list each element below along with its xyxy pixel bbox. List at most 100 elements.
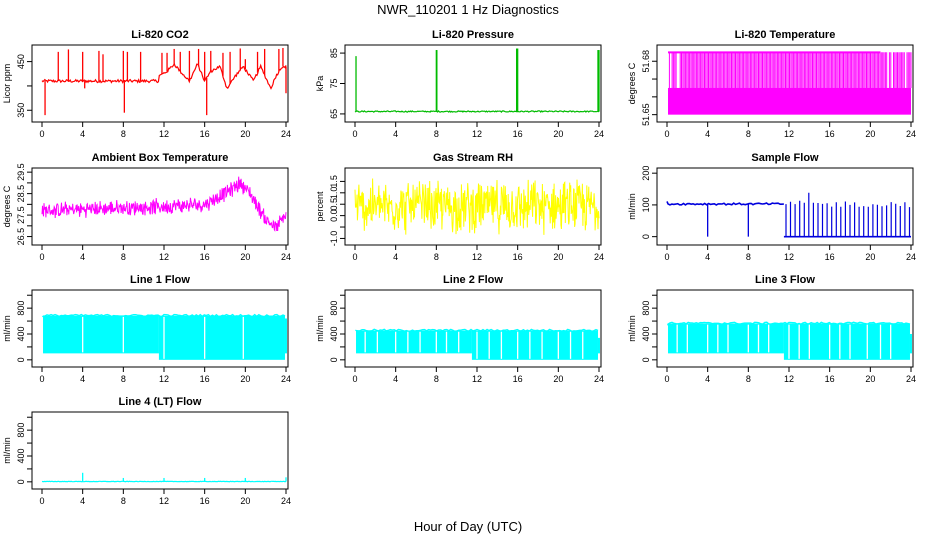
panel-pressure: Li-820 Pressure kPa 0 4 8 12 16 20 24 65 75 85 [315, 29, 604, 139]
data-top-edge [355, 328, 599, 333]
series-line4 [41, 472, 287, 483]
y-tick-label: 26.5 [16, 228, 26, 246]
data-line [354, 109, 600, 114]
y-tick-label: 800 [16, 423, 26, 438]
y-tick-label: 29.5 [16, 163, 26, 181]
plot-frame [31, 411, 289, 490]
plot-frame [656, 289, 914, 368]
x-tick-label: 0 [39, 129, 44, 139]
x-tick-label: 16 [513, 129, 523, 139]
x-axis: 0 4 8 12 16 20 24 [664, 367, 916, 384]
y-tick-label: 51.68 [641, 50, 651, 73]
x-tick-label: 20 [553, 252, 563, 262]
data-line [41, 176, 287, 232]
x-tick-label: 12 [784, 129, 794, 139]
x-axis: 0 4 8 12 16 20 24 [39, 122, 291, 139]
panel-title: Line 3 Flow [755, 274, 815, 286]
x-axis: 0 4 8 12 16 20 24 [352, 367, 604, 384]
y-axis: 0 400 800 [641, 294, 657, 362]
x-tick-label: 20 [240, 374, 250, 384]
x-tick-label: 16 [825, 129, 835, 139]
x-tick-label: 8 [746, 129, 751, 139]
x-tick-label: 24 [906, 129, 916, 139]
panel-title: Line 2 Flow [443, 274, 503, 286]
x-tick-label: 0 [664, 252, 669, 262]
y-tick-label: 51.65 [641, 103, 651, 126]
data-end [909, 333, 912, 354]
x-tick-label: 20 [865, 252, 875, 262]
x-tick-label: 8 [746, 252, 751, 262]
x-tick-label: 8 [121, 496, 126, 506]
panel-ambient: Ambient Box Temperature degrees C 0 4 8 12 16 2… [2, 152, 291, 262]
y-tick-label: 800 [329, 301, 339, 316]
x-tick-label: 16 [200, 252, 210, 262]
x-tick-label: 24 [594, 252, 604, 262]
x-tick-label: 8 [434, 129, 439, 139]
plot-frame [344, 167, 602, 246]
x-tick-label: 4 [705, 252, 710, 262]
y-tick-label: 0 [329, 357, 339, 362]
panel-line4: Line 4 (LT) Flow ml/min 0 4 8 12 16 20 24 0 400 800 [2, 396, 291, 506]
x-tick-label: 0 [39, 496, 44, 506]
figure-title: NWR_110201 1 Hz Diagnostics [377, 2, 559, 17]
x-tick-label: 24 [281, 374, 291, 384]
data-line-high [666, 201, 784, 206]
x-tick-label: 4 [80, 129, 85, 139]
x-tick-label: 8 [434, 252, 439, 262]
x-tick-label: 12 [159, 374, 169, 384]
y-tick-label: 450 [16, 54, 26, 69]
y-tick-label: 0.0 [329, 209, 339, 222]
x-tick-label: 20 [865, 374, 875, 384]
data-end [597, 337, 600, 354]
panel-line1: Line 1 Flow ml/min 0 4 8 12 16 20 24 0 400 800 [2, 274, 291, 384]
x-axis: 0 4 8 12 16 20 24 [39, 489, 291, 506]
plot-frame [31, 44, 289, 123]
x-tick-label: 20 [240, 252, 250, 262]
x-tick-label: 20 [240, 496, 250, 506]
y-axis-label: Licor ppm [2, 64, 12, 104]
x-axis: 0 4 8 12 16 20 24 [352, 122, 604, 139]
data-top-edge [667, 321, 911, 326]
panel-title: Li-820 Temperature [735, 29, 836, 41]
y-tick-label: 200 [641, 166, 651, 181]
y-tick-label: 1.0 [329, 187, 339, 200]
y-axis-label: ml/min [2, 315, 12, 342]
x-tick-label: 16 [825, 252, 835, 262]
y-axis-label: ml/min [315, 315, 325, 342]
x-tick-label: 4 [393, 374, 398, 384]
y-axis: 65 75 85 [329, 48, 345, 119]
panel-title: Li-820 Pressure [432, 29, 514, 41]
x-tick-label: 8 [746, 374, 751, 384]
y-tick-label: 350 [16, 103, 26, 118]
x-tick-label: 16 [200, 374, 210, 384]
x-tick-label: 16 [200, 496, 210, 506]
series-sampleflow [666, 192, 911, 238]
data-end [284, 318, 287, 354]
x-tick-label: 24 [906, 252, 916, 262]
panel-title: Gas Stream RH [433, 152, 513, 164]
x-tick-label: 8 [121, 252, 126, 262]
y-tick-label: 400 [641, 326, 651, 341]
x-tick-label: 0 [352, 252, 357, 262]
x-tick-label: 8 [121, 374, 126, 384]
panel-li820temp: Li-820 Temperature degrees C 0 4 8 12 16 20 24 51… [627, 29, 916, 139]
x-tick-label: 12 [784, 252, 794, 262]
x-tick-label: 20 [553, 129, 563, 139]
x-tick-label: 20 [553, 374, 563, 384]
panel-line2: Line 2 Flow ml/min 0 4 8 12 16 20 24 0 400 800 [315, 274, 604, 384]
x-tick-label: 12 [472, 129, 482, 139]
x-tick-label: 12 [159, 252, 169, 262]
y-axis: 0 400 800 [329, 294, 345, 362]
x-tick-label: 24 [594, 129, 604, 139]
y-tick-label: 75 [329, 78, 339, 88]
panel-sampleflow: Sample Flow ml/min 0 4 8 12 16 20 24 0 100 200 [627, 152, 916, 262]
x-tick-label: 16 [825, 374, 835, 384]
x-tick-label: 4 [705, 374, 710, 384]
series-ambient [41, 176, 287, 232]
y-tick-label: 27.5 [16, 206, 26, 224]
data-fill-a [356, 330, 472, 354]
plot-frame [31, 289, 289, 368]
panel-title: Sample Flow [751, 152, 819, 164]
